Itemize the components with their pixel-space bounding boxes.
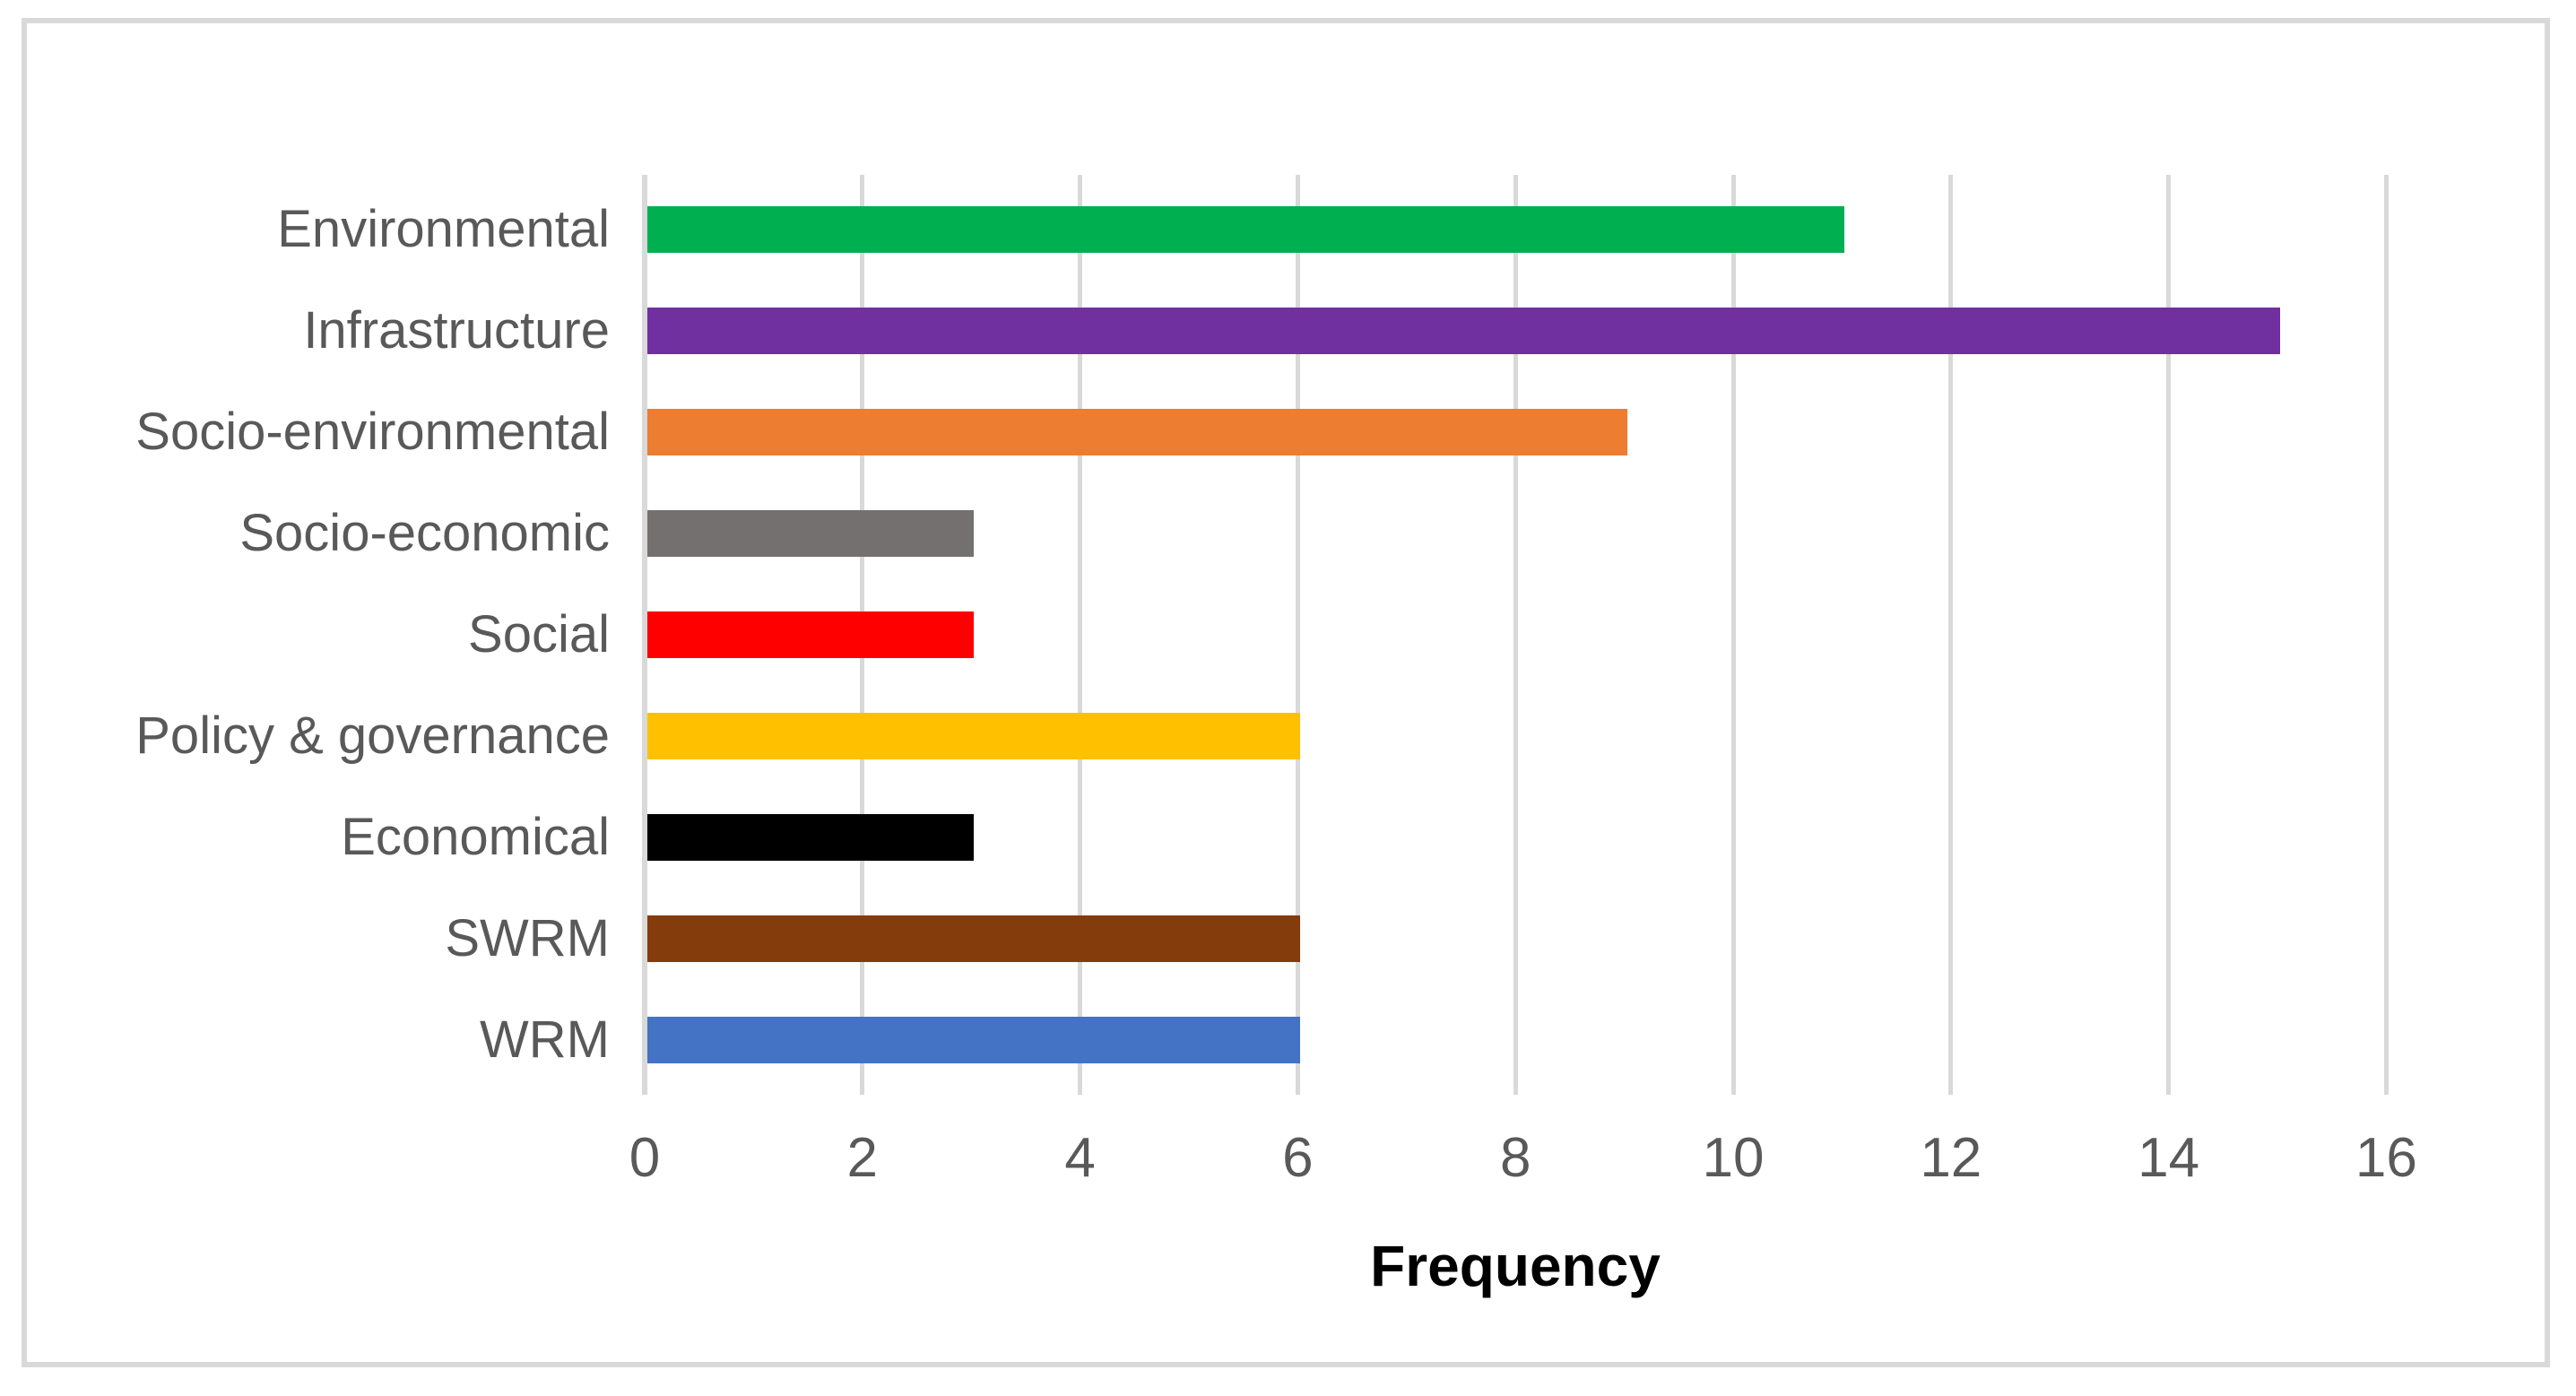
x-tick-label-0: 0 — [629, 1127, 661, 1189]
gridline-6 — [1295, 175, 1300, 1095]
category-label-swrm: SWRM — [445, 909, 610, 967]
x-tick-label-2: 2 — [846, 1127, 879, 1189]
category-label-infrastructure: Infrastructure — [303, 301, 610, 360]
x-tick-label-10: 10 — [1702, 1127, 1765, 1189]
x-tick-label-8: 8 — [1499, 1127, 1531, 1189]
x-tick-label-12: 12 — [1920, 1127, 1982, 1189]
figure-border — [22, 18, 2550, 1367]
gridline-12 — [1948, 175, 1954, 1095]
bar-economical — [647, 814, 975, 861]
bar-social — [647, 611, 975, 658]
value-axis-line — [642, 175, 647, 1095]
category-label-policy-governance: Policy & governance — [135, 707, 610, 765]
category-label-economical: Economical — [341, 808, 610, 866]
category-label-socio-environmental: Socio-environmental — [135, 403, 610, 461]
category-label-wrm: WRM — [480, 1010, 610, 1069]
x-tick-label-14: 14 — [2138, 1127, 2200, 1189]
x-tick-label-16: 16 — [2355, 1127, 2417, 1189]
gridline-10 — [1730, 175, 1736, 1095]
gridline-14 — [2166, 175, 2172, 1095]
bar-policy-governance — [647, 713, 1301, 759]
x-axis-title: Frequency — [1370, 1234, 1661, 1298]
gridline-8 — [1513, 175, 1518, 1095]
bar-environmental — [647, 206, 1845, 253]
x-tick-label-6: 6 — [1282, 1127, 1314, 1189]
bar-infrastructure — [647, 308, 2280, 354]
gridline-16 — [2383, 175, 2389, 1095]
bar-swrm — [647, 915, 1301, 962]
x-tick-label-4: 4 — [1064, 1127, 1096, 1189]
bar-socio-economic — [647, 510, 975, 557]
bar-socio-environmental — [647, 409, 1627, 455]
category-label-environmental: Environmental — [277, 200, 610, 258]
category-label-socio-economic: Socio-economic — [239, 504, 610, 562]
gridline-4 — [1078, 175, 1083, 1095]
category-label-social: Social — [468, 605, 610, 663]
bar-wrm — [647, 1017, 1301, 1063]
